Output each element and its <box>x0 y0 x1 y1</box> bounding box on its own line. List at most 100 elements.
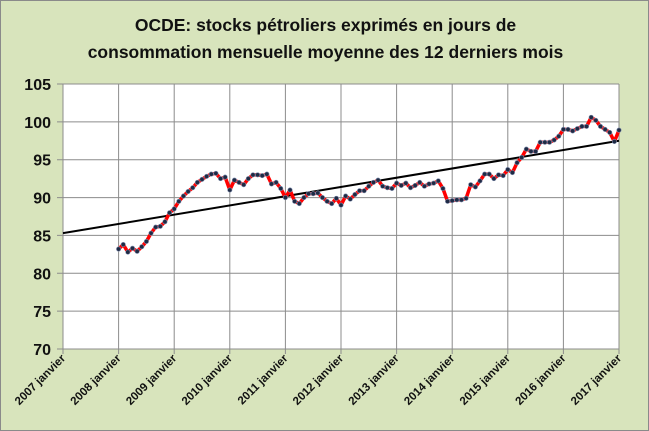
data-point <box>157 223 163 229</box>
x-tick-label: 2007 janvier <box>13 352 68 407</box>
data-point <box>616 127 622 133</box>
y-tick-label: 100 <box>24 115 51 132</box>
data-point <box>352 192 358 198</box>
data-point <box>180 193 186 199</box>
data-point <box>491 176 497 182</box>
data-point <box>421 183 427 189</box>
x-tick-label: 2015 janvier <box>458 352 513 407</box>
data-point <box>472 184 478 190</box>
chart-title-line-2: consommation mensuelle moyenne des 12 de… <box>87 42 564 62</box>
data-point <box>482 171 488 177</box>
data-point <box>380 183 386 189</box>
data-point <box>287 187 293 193</box>
data-point <box>556 133 562 139</box>
data-point <box>236 179 242 185</box>
data-point <box>454 197 460 203</box>
data-point <box>426 181 432 187</box>
data-point <box>250 172 256 178</box>
data-point <box>611 139 617 145</box>
data-point <box>607 129 613 135</box>
y-tick-label: 85 <box>33 228 51 245</box>
data-point <box>139 244 145 250</box>
data-point <box>347 196 353 202</box>
data-point <box>560 126 566 132</box>
data-point <box>565 126 571 132</box>
data-point <box>213 170 219 176</box>
data-point <box>245 176 251 182</box>
data-point <box>398 182 404 188</box>
data-point <box>505 167 511 173</box>
data-point <box>282 195 288 201</box>
data-point <box>338 202 344 208</box>
data-point <box>523 146 529 152</box>
data-point <box>116 246 122 252</box>
data-point <box>579 123 585 129</box>
data-point <box>370 179 376 185</box>
data-point <box>500 173 506 179</box>
data-point <box>120 242 126 248</box>
data-point <box>171 206 177 212</box>
x-tick-label: 2010 janvier <box>180 352 235 407</box>
data-point <box>440 185 446 191</box>
x-tick-label: 2014 janvier <box>402 352 457 407</box>
data-point <box>162 219 168 225</box>
data-point <box>445 198 451 204</box>
data-point <box>431 180 437 186</box>
data-point <box>477 178 483 184</box>
data-point <box>588 114 594 120</box>
data-point <box>255 172 261 178</box>
data-point <box>412 182 418 188</box>
chart-title-line-1: OCDE: stocks pétroliers exprimés en jour… <box>134 15 517 35</box>
data-point <box>463 195 469 201</box>
trendline <box>62 139 620 235</box>
data-point <box>143 238 149 244</box>
data-point <box>458 197 464 203</box>
x-tick-label: 2017 janvier <box>569 352 624 407</box>
data-point <box>176 198 182 204</box>
data-point <box>148 230 154 236</box>
data-point <box>533 148 539 154</box>
data-point <box>264 171 270 177</box>
data-point <box>134 248 140 254</box>
data-point <box>301 195 307 201</box>
data-point <box>593 117 599 123</box>
data-point <box>519 154 525 160</box>
data-point <box>218 176 224 182</box>
x-tick-label: 2008 janvier <box>69 352 124 407</box>
data-point <box>546 139 552 145</box>
data-point <box>319 195 325 201</box>
data-point <box>407 185 413 191</box>
data-point <box>268 181 274 187</box>
data-point <box>449 198 455 204</box>
data-point <box>190 185 196 191</box>
data-point <box>199 176 205 182</box>
data-point <box>468 182 474 188</box>
data-point <box>584 123 590 129</box>
data-point <box>597 123 603 129</box>
data-point <box>574 126 580 132</box>
data-point <box>259 173 265 179</box>
data-point <box>496 172 502 178</box>
data-point <box>130 245 136 251</box>
data-point <box>231 177 237 183</box>
data-point <box>222 174 228 180</box>
data-point <box>486 171 492 177</box>
data-point <box>366 183 372 189</box>
data-point <box>167 210 173 216</box>
data-point <box>343 193 349 199</box>
data-point <box>208 171 214 177</box>
data-point <box>153 224 159 230</box>
data-point <box>384 185 390 191</box>
data-point <box>315 190 321 196</box>
data-point <box>310 191 316 197</box>
data-point <box>194 179 200 185</box>
y-tick-label: 105 <box>24 77 51 94</box>
data-point <box>375 177 381 183</box>
data-point <box>389 185 395 191</box>
data-point <box>528 148 534 154</box>
data-point <box>570 128 576 134</box>
data-point <box>417 179 423 185</box>
data-point <box>227 187 233 193</box>
data-point <box>333 195 339 201</box>
